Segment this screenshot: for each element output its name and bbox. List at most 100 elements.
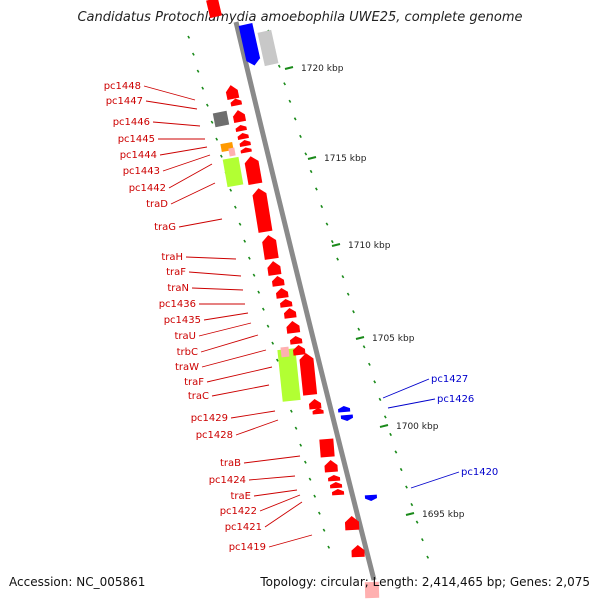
leader-line [191,287,244,291]
inner-tick [317,511,321,515]
gene [238,22,261,66]
leader-line [185,256,237,260]
leader-line [162,154,211,172]
outer-tick [330,239,334,244]
inner-tick [247,256,251,260]
outer-tick [288,99,292,103]
inner-tick [215,137,219,141]
leader-line [235,419,279,436]
inner-tick [205,103,209,107]
gene-label: traH [161,252,183,263]
gene [232,110,247,124]
gene-label: pc1421 [225,522,262,533]
outer-tick [362,345,366,349]
inner-tick [271,341,275,345]
scale-tick [405,512,415,516]
gene-label: traE [231,491,251,502]
gene [222,156,244,188]
accession-text: Accession: NC_005861 [9,575,146,589]
outer-tick [357,327,361,331]
gene [292,345,306,356]
scale-label: 1710 kbp [348,241,391,251]
gene [280,346,290,358]
scale-tick [307,156,317,160]
outer-tick [346,292,350,296]
inner-tick [201,86,205,90]
gene [230,98,243,107]
labels-group: pc1448 pc1447 pc1446 pc1445 pc1444 pc1443 pc14… [104,81,499,553]
leader-line [159,146,208,156]
gene-label: pc1445 [118,134,155,145]
scale-label: 1720 kbp [301,64,344,74]
gene [344,516,360,531]
gene [271,276,285,287]
gene [331,489,345,496]
outer-tick [368,362,371,366]
gene-label: pc1443 [123,166,160,177]
leader-line [201,349,267,368]
inner-tick [327,545,331,549]
leader-line [168,163,213,189]
leader-line [248,475,296,481]
inner-tick [313,494,317,498]
gene [337,406,351,413]
gene-label: pc1420 [461,467,498,478]
gene [286,321,301,334]
outer-tick [325,222,329,226]
gene [364,494,378,501]
gene-label: pc1444 [120,150,157,161]
gene-label: traF [166,267,186,278]
scale-tick [355,336,365,340]
outer-tick [352,310,355,314]
leader-line [200,334,259,353]
gene [257,29,279,67]
gene [289,336,303,345]
leader-line [188,271,242,277]
outer-tick [304,152,308,156]
inner-tick [322,528,326,532]
gene [212,110,230,128]
scale-label: 1715 kbp [324,154,367,164]
leader-line [230,410,276,419]
outer-tick [378,397,382,402]
gene-label: traN [167,283,189,294]
gene-label: pc1448 [104,81,141,92]
leader-line [259,494,301,512]
gene-label: pc1429 [191,413,228,424]
outer-tick [336,257,339,261]
gene-label: pc1436 [159,299,196,310]
map-title: Candidatus Protochlamydia amoebophila UW… [77,10,523,25]
gene [275,288,289,299]
gene [237,133,249,140]
gene [324,460,338,473]
gene-label: pc1435 [164,315,201,326]
gene [239,140,251,147]
leader-line [206,366,273,383]
inner-tick [289,409,293,413]
inner-tick [266,324,270,328]
inner-tick [294,426,298,430]
leader-line [410,471,460,489]
gene [329,482,343,489]
scale-tick [379,424,389,428]
gene-label: pc1422 [220,506,257,517]
scale-tick [331,243,341,247]
gene-label: pc1419 [229,542,266,553]
outer-tick [410,502,414,507]
inner-tick [261,307,265,311]
gene-label: pc1428 [196,430,233,441]
inner-tick [303,460,307,464]
gene-label: traB [220,458,241,469]
leader-line [268,534,313,548]
gene [299,353,318,396]
gene-label: traD [146,199,168,210]
gene [240,147,252,154]
gene-label: pc1424 [209,475,246,486]
leader-line [152,121,201,127]
scale-label: 1695 kbp [422,510,465,520]
genome-backbone [233,21,377,581]
inner-tick [243,239,247,243]
gene [267,261,282,276]
gene-label: pc1446 [113,117,150,128]
